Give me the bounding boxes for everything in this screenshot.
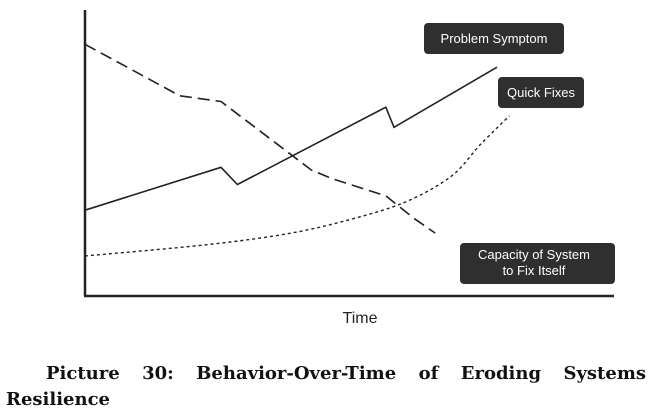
- problem-symptom-label-text: Problem Symptom: [441, 31, 548, 46]
- quick-fixes-label-box: [498, 77, 584, 108]
- figure-caption: Picture 30: Behavior-Over-Time of Erodin…: [6, 361, 646, 413]
- caption-text: Picture 30: Behavior-Over-Time of Erodin…: [6, 363, 646, 410]
- quick-fixes-label-text: Quick Fixes: [507, 85, 575, 100]
- x-axis-label: Time: [343, 310, 378, 327]
- capacity-line: [84, 43, 436, 234]
- capacity-label: Capacity of System to Fix Itself: [460, 243, 615, 284]
- problem-symptom-line: [84, 66, 498, 211]
- capacity-label-text-line2: to Fix Itself: [503, 263, 566, 278]
- behavior-over-time-chart: Problem Symptom Quick Fixes Capacity of …: [83, 10, 615, 327]
- problem-symptom-label: Problem Symptom: [424, 23, 564, 54]
- quick-fixes-label: Quick Fixes: [498, 77, 584, 108]
- capacity-label-text-line1: Capacity of System: [478, 247, 590, 262]
- quick-fixes-line: [84, 115, 510, 257]
- capacity-label-box: [460, 243, 615, 284]
- problem-symptom-label-box: [424, 23, 564, 54]
